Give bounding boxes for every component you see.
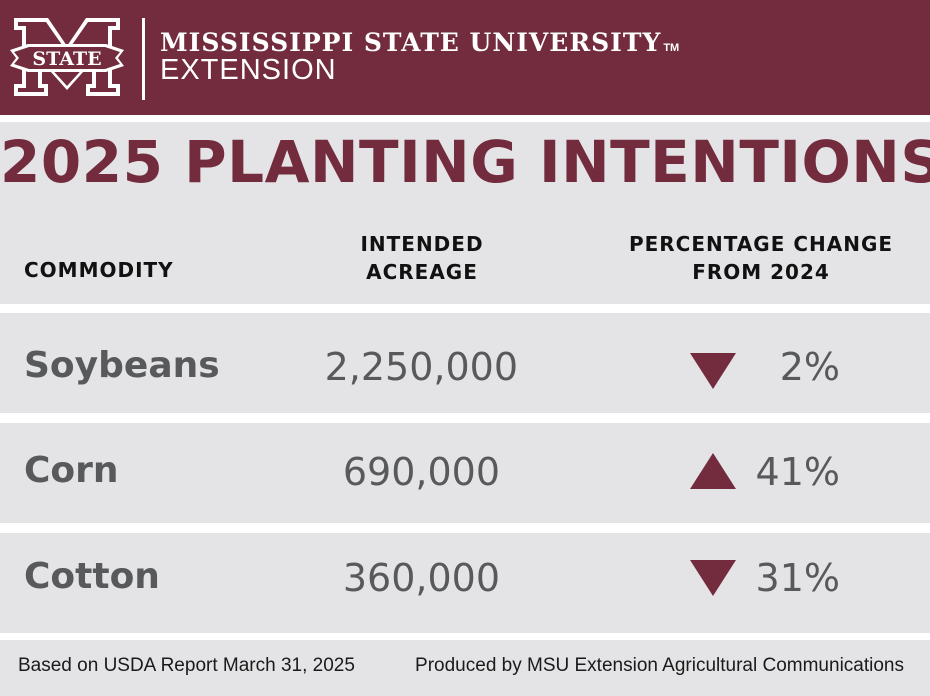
university-name: MISSISSIPPI STATE UNIVERSITY TM	[160, 28, 679, 57]
down-triangle-icon	[690, 353, 736, 389]
page-title: 2025 PLANTING INTENTIONS	[0, 128, 930, 196]
table-row	[0, 533, 930, 633]
percent-change: 41%	[755, 450, 840, 494]
percent-change: 31%	[755, 556, 840, 600]
column-header-acreage-line2: ACREAGE	[366, 260, 478, 284]
column-header-acreage-line1: INTENDED	[360, 232, 484, 256]
acreage-value: 2,250,000	[324, 345, 518, 389]
up-triangle-icon	[690, 453, 736, 489]
column-header-acreage: INTENDED ACREAGE	[322, 230, 522, 286]
credit-note: Produced by MSU Extension Agricultural C…	[415, 655, 904, 676]
acreage-value: 360,000	[342, 556, 500, 600]
column-header-commodity: COMMODITY	[24, 258, 174, 282]
column-header-change: PERCENTAGE CHANGE FROM 2024	[608, 230, 914, 286]
source-note: Based on USDA Report March 31, 2025	[18, 655, 355, 676]
acreage-value: 690,000	[342, 450, 500, 494]
down-triangle-icon	[690, 560, 736, 596]
column-header-change-line1: PERCENTAGE CHANGE	[628, 232, 894, 256]
title-panel	[0, 122, 930, 304]
commodity-name: Corn	[24, 450, 119, 491]
table-row	[0, 423, 930, 523]
commodity-name: Cotton	[24, 556, 160, 597]
percent-change: 2%	[779, 345, 840, 389]
header-divider	[142, 18, 145, 100]
msu-m-state-logo: STATE	[10, 18, 124, 96]
header-banner	[0, 0, 930, 115]
extension-label: EXTENSION	[160, 54, 337, 86]
trademark-symbol: TM	[663, 42, 680, 54]
footer-bar	[0, 640, 930, 696]
column-header-change-line2: FROM 2024	[692, 260, 830, 284]
university-name-text: MISSISSIPPI STATE UNIVERSITY	[160, 28, 662, 57]
commodity-name: Soybeans	[24, 345, 220, 386]
table-row	[0, 313, 930, 413]
logo-state-text: STATE	[32, 48, 101, 70]
